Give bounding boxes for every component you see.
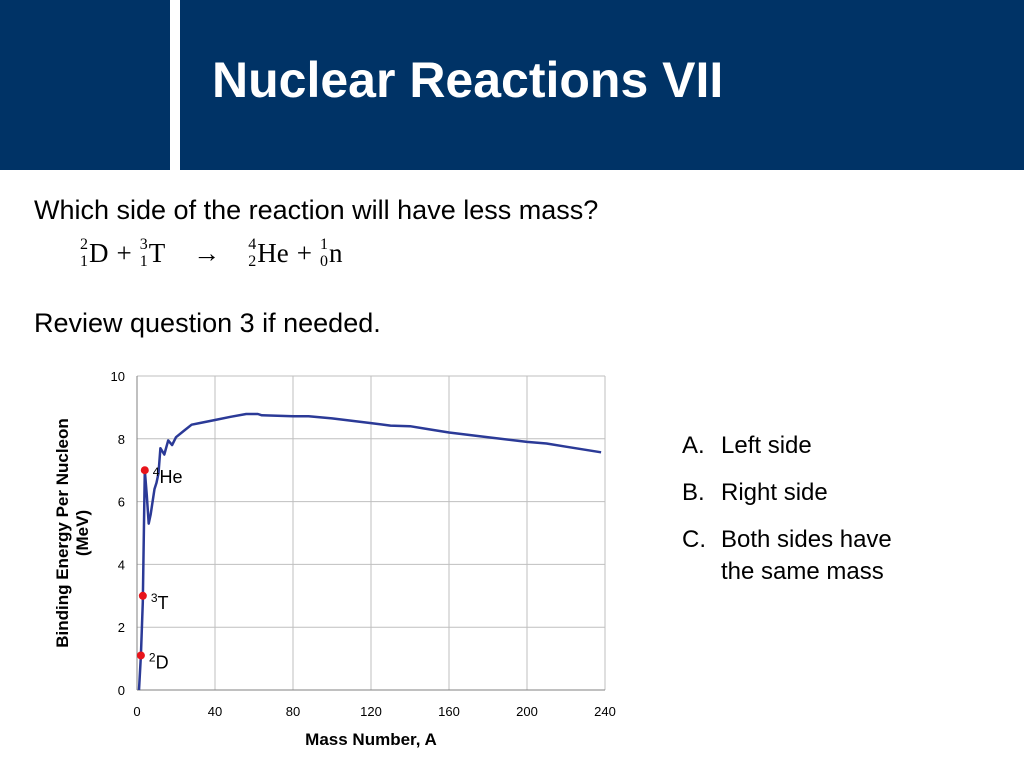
answer-text: Both sides have the same mass (721, 526, 892, 585)
answer-option-b[interactable]: B. Right side (682, 477, 931, 508)
x-tick-label: 160 (438, 704, 460, 719)
x-tick-label: 40 (208, 704, 222, 719)
nuclide-point (140, 466, 149, 475)
x-tick-label: 0 (133, 704, 140, 719)
nuclide-symbol: D (156, 652, 169, 672)
answer-letter: B. (682, 479, 705, 507)
atomic-number: 2 (248, 253, 257, 270)
y-tick-label: 10 (111, 369, 125, 384)
nuclide-symbol: He (159, 467, 182, 487)
review-text: Review question 3 if needed. (34, 308, 381, 338)
atomic-number: 1 (139, 253, 148, 270)
y-tick-label: 8 (118, 432, 125, 447)
mass-number: 1 (319, 236, 328, 253)
plus-sign: + (296, 237, 312, 268)
answer-text: Right side (721, 479, 828, 507)
mass-number: 3 (139, 236, 148, 253)
mass-number: 4 (248, 236, 257, 253)
reaction-arrow: → (193, 237, 221, 268)
answer-letter: A. (682, 432, 705, 459)
binding-energy-chart: 0 2 4 6 8 10 0 40 80 120 160 200 240 Mass Number, A Bi… (53, 369, 616, 749)
y-tick-label: 0 (118, 683, 125, 698)
mass-number: 2 (80, 236, 88, 253)
nuclide-mass-number: 4 (153, 465, 160, 479)
nuclide-symbol: T (158, 593, 169, 613)
element-symbol: He (257, 237, 289, 268)
atomic-number: 0 (319, 253, 328, 270)
answer-text: Left side (721, 432, 812, 459)
question-text: Which side of the reaction will have les… (34, 195, 599, 225)
answer-option-a[interactable]: A. Left side (682, 430, 931, 461)
answer-letter: C. (682, 526, 706, 554)
y-axis-label: Binding Energy Per Nucleon(MeV) (53, 418, 92, 648)
atomic-number: 1 (80, 253, 88, 270)
y-tick-label: 4 (118, 557, 125, 572)
x-tick-label: 240 (594, 704, 616, 719)
x-tick-label: 200 (516, 704, 538, 719)
element-symbol: n (328, 237, 343, 268)
nuclide-label: 4He (153, 465, 183, 487)
answer-list: A. Left side B. Right side C. Both sides… (682, 430, 931, 603)
binding-energy-curve (137, 412, 602, 691)
nuclide-point (138, 591, 147, 600)
element-symbol: T (148, 237, 166, 268)
header-banner (180, 0, 1024, 170)
nuclide-mass-number: 2 (149, 650, 156, 664)
answer-option-c[interactable]: C. Both sides have the same mass (682, 524, 931, 586)
slide-title: Nuclear Reactions VII (212, 52, 724, 108)
nuclide-label: 3T (151, 591, 169, 613)
y-tick-label: 2 (118, 620, 125, 635)
y-tick-label: 6 (118, 495, 125, 510)
x-tick-label: 80 (286, 704, 300, 719)
x-axis-label: Mass Number, A (305, 730, 437, 749)
element-symbol: D (89, 237, 109, 268)
nuclide-mass-number: 3 (151, 591, 158, 605)
nuclide-label: 2D (149, 650, 169, 672)
x-tick-label: 120 (360, 704, 382, 719)
y-axis-label-line: (MeV) (73, 510, 92, 556)
plus-sign: + (116, 237, 132, 268)
y-axis-label-line: Binding Energy Per Nucleon (53, 418, 72, 648)
nuclide-point (136, 651, 145, 660)
header-banner-left (0, 0, 170, 170)
